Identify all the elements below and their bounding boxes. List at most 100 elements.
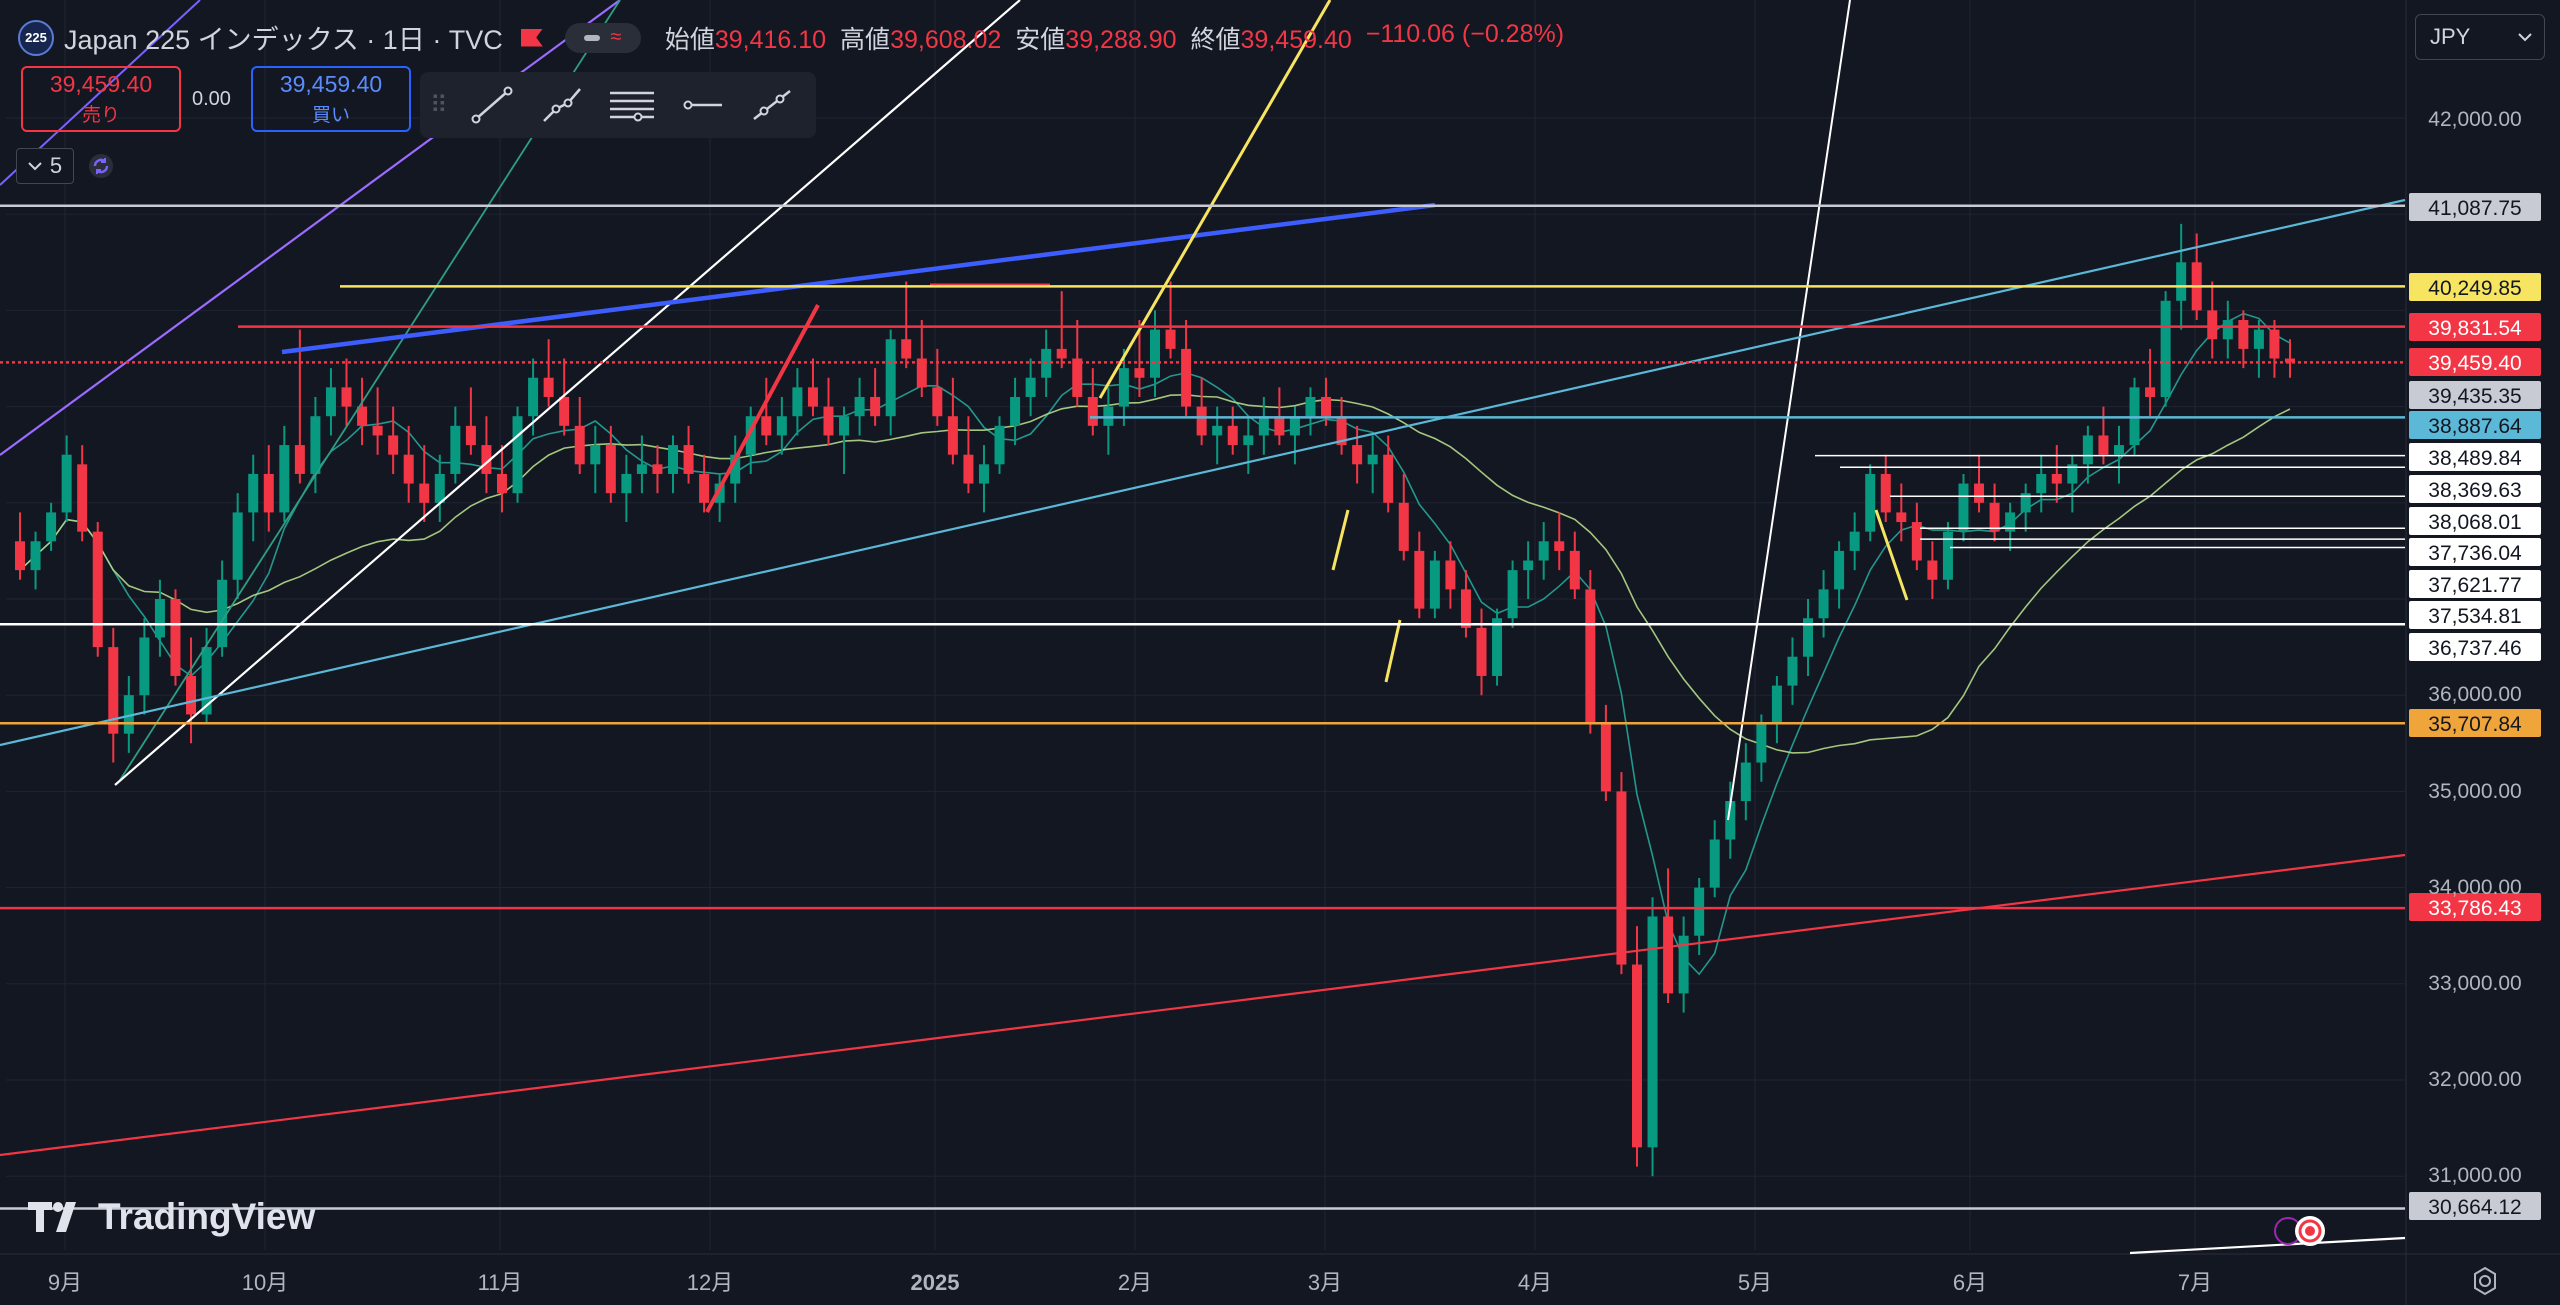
sell-label: 売り (81, 105, 120, 126)
candle-body (1150, 329, 1160, 378)
candle-body (61, 454, 72, 513)
candle-body (1181, 348, 1192, 407)
candle-body (1616, 791, 1627, 965)
ohlc-item: 安値39,288.90 (1015, 20, 1176, 56)
candle-body (2098, 435, 2109, 455)
candle-body (823, 406, 834, 436)
candle-body (1942, 531, 1953, 580)
x-axis-tick-label: 2025 (911, 1270, 960, 1295)
price-level-tag (2409, 601, 2541, 629)
candle-body (1367, 454, 1378, 465)
y-axis-tick-label: 32,000.00 (2428, 1068, 2521, 1091)
candle-body (1227, 425, 1238, 446)
candle-body (1787, 656, 1798, 686)
sync-icon[interactable] (88, 153, 114, 179)
candle-body (1056, 348, 1067, 359)
alert-marker-icon[interactable] (2271, 1213, 2327, 1249)
candle-body (372, 425, 383, 436)
currency-value: JPY (2430, 24, 2471, 49)
drag-handle-icon[interactable]: ⠿ (430, 91, 448, 119)
candle-body (139, 637, 150, 696)
candle-body (1398, 502, 1409, 551)
candle-body (512, 416, 523, 494)
candle-body (636, 464, 647, 474)
x-axis-tick-label: 4月 (1518, 1270, 1552, 1295)
candle-body (2238, 320, 2249, 349)
candle-body (2253, 329, 2264, 349)
candle-body (481, 445, 492, 474)
candle-body (1974, 483, 1985, 503)
x-axis-tick-label: 6月 (1953, 1270, 1987, 1295)
indicator-collapse-button[interactable]: 5 (16, 148, 74, 184)
buy-button[interactable]: 39,459.40 買い (251, 66, 411, 132)
candle-body (325, 387, 336, 417)
candle-body (978, 464, 989, 484)
candle-body (807, 387, 818, 407)
candle-body (916, 358, 927, 388)
price-level-label: 41,087.75 (2428, 197, 2521, 220)
trend-line-icon[interactable] (464, 81, 520, 129)
candle-body (1569, 550, 1580, 590)
candle-body (357, 406, 368, 426)
price-level-label: 36,737.46 (2428, 637, 2521, 660)
candle-body (714, 483, 725, 503)
x-axis-tick-label: 10月 (242, 1270, 288, 1295)
candle-body (217, 579, 228, 648)
price-level-tag (2409, 273, 2541, 301)
candle-body (2051, 473, 2062, 484)
candle-body (1834, 550, 1845, 590)
price-level-tag (2409, 475, 2541, 503)
symbol-logo: 225 (18, 19, 54, 56)
candle-body (1414, 550, 1425, 609)
candle-body (1694, 887, 1705, 936)
symbol-title[interactable]: Japan 225 インデックス · 1日 · TVC (64, 25, 503, 55)
price-level-label: 38,887.64 (2428, 415, 2522, 438)
horizontal-ray-icon[interactable] (674, 81, 730, 129)
candle-body (1087, 396, 1098, 426)
visibility-toggle[interactable]: ≈ (564, 22, 641, 53)
candle-body (963, 454, 974, 484)
candle-body (1585, 589, 1596, 725)
tradingview-logo[interactable]: TradingView (28, 1196, 315, 1238)
candle-body (1927, 560, 1938, 580)
candle-body (776, 416, 787, 436)
candle-body (1445, 560, 1456, 590)
sell-button[interactable]: 39,459.40 売り (21, 66, 181, 132)
drawing-toolbar[interactable]: ⠿ (420, 72, 816, 138)
ohlc-legend: 始値39,416.10 高値39,608.02 安値39,288.90 終値39,45… (665, 20, 1564, 56)
parallel-channel-icon[interactable] (604, 81, 660, 129)
candle-body (1647, 916, 1658, 1148)
price-level-label: 39,459.40 (2428, 352, 2521, 375)
candle-body (1818, 589, 1829, 619)
price-level-tag (2409, 709, 2541, 737)
price-level-tag (2409, 538, 2541, 566)
candle-body (2222, 320, 2233, 340)
settings-gear-icon[interactable] (2470, 1266, 2500, 1296)
candle-body (792, 387, 803, 417)
candle-body (2269, 329, 2280, 359)
x-axis-tick-label: 5月 (1738, 1270, 1772, 1295)
candle-body (248, 473, 259, 513)
candle-body (201, 647, 212, 715)
candle-body (1709, 839, 1720, 888)
currency-select[interactable]: JPY (2415, 14, 2545, 60)
extended-line-icon[interactable] (744, 81, 800, 129)
candle-body (1678, 935, 1689, 994)
candle-body (434, 473, 445, 503)
candle-body (186, 675, 197, 715)
trend-line (1384, 619, 1402, 683)
candle-body (1134, 368, 1145, 378)
price-level-tag (2409, 1192, 2541, 1220)
candle-body (2285, 358, 2295, 363)
buy-label: 買い (311, 105, 350, 126)
price-level-label: 39,435.35 (2428, 385, 2521, 408)
flag-icon[interactable] (520, 28, 543, 47)
candle-body (1849, 531, 1860, 551)
ohlc-value: 39,416.10 (714, 25, 827, 54)
candle-body (870, 396, 881, 417)
candle-body (2207, 310, 2218, 340)
ray-line-icon[interactable] (534, 81, 590, 129)
candle-body (30, 541, 41, 571)
trend-line (2129, 1236, 2406, 1255)
